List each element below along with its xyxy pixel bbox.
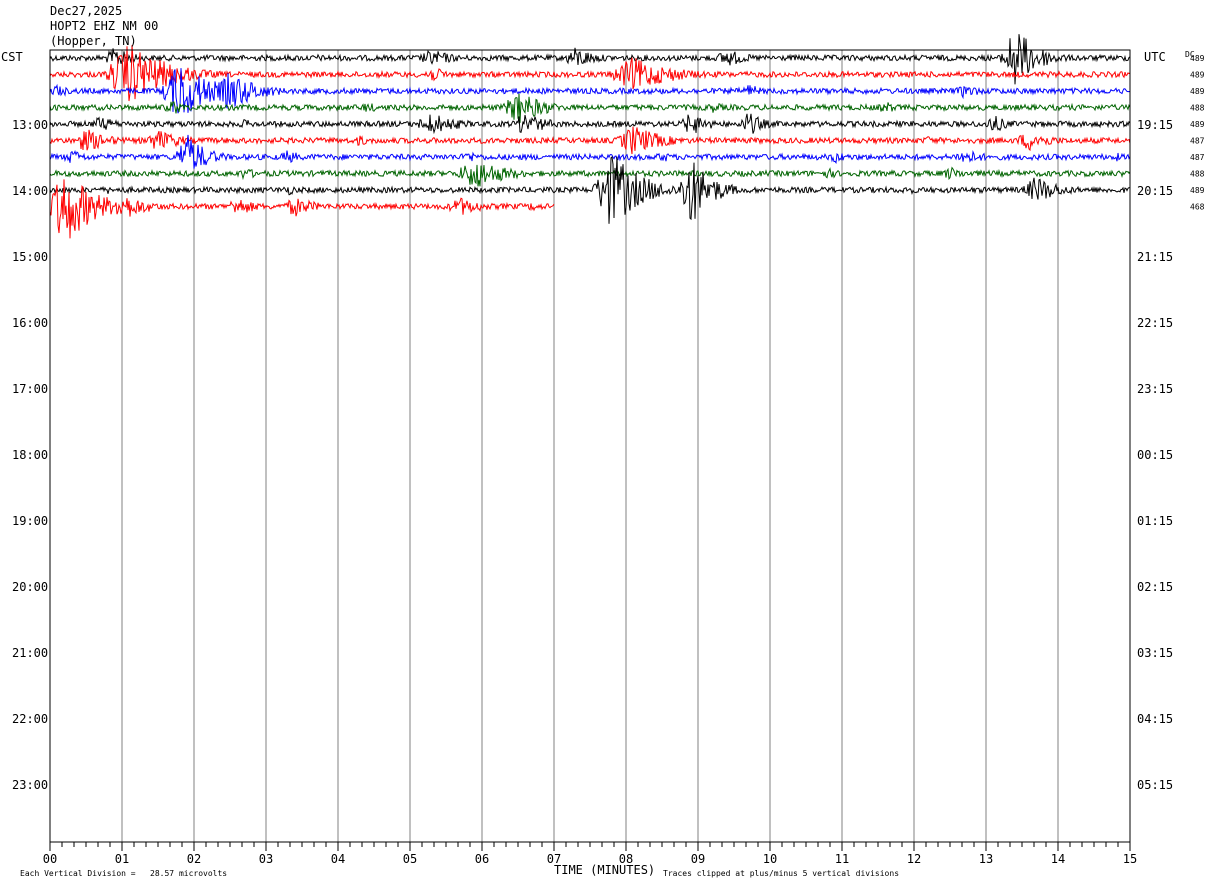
x-tick-label: 07 (547, 852, 561, 866)
header-location: (Hopper, TN) (50, 34, 137, 48)
trace-layer (49, 34, 1131, 239)
seismic-trace-red (49, 179, 555, 239)
dc-offset-value: 487 (1190, 153, 1205, 162)
x-tick-label: 03 (259, 852, 273, 866)
x-tick-label: 08 (619, 852, 633, 866)
dc-offset-value: 489 (1190, 186, 1205, 195)
header-date: Dec27,2025 (50, 4, 122, 18)
x-tick-label: 05 (403, 852, 417, 866)
dc-offset-value: 487 (1190, 137, 1205, 146)
dc-offset-value: 489 (1190, 120, 1205, 129)
right-hour-label: 01:15 (1137, 514, 1173, 528)
right-hour-label: 19:15 (1137, 118, 1173, 132)
left-hour-label: 15:00 (12, 250, 48, 264)
seismic-trace-blue (49, 68, 1131, 114)
x-tick-label: 11 (835, 852, 849, 866)
left-hour-label: 22:00 (12, 712, 48, 726)
x-axis-title: TIME (MINUTES) (554, 863, 655, 877)
clip-note: Traces clipped at plus/minus 5 vertical … (663, 869, 899, 878)
right-timezone-label: UTC (1144, 50, 1166, 64)
right-hour-label: 05:15 (1137, 778, 1173, 792)
x-tick-label: 13 (979, 852, 993, 866)
right-hour-label: 21:15 (1137, 250, 1173, 264)
x-tick-label: 04 (331, 852, 345, 866)
seismic-trace-red (49, 45, 1131, 102)
dc-offset-value: 488 (1190, 170, 1205, 179)
x-tick-label: 01 (115, 852, 129, 866)
seismic-trace-green (49, 93, 1131, 123)
dc-label: DC (1185, 50, 1195, 59)
x-tick-label: 10 (763, 852, 777, 866)
axis-layer (49, 49, 1131, 851)
left-hour-label: 20:00 (12, 580, 48, 594)
left-hour-label: 21:00 (12, 646, 48, 660)
left-hour-label: 16:00 (12, 316, 48, 330)
dc-offset-value: 489 (1190, 87, 1205, 96)
right-hour-label: 04:15 (1137, 712, 1173, 726)
x-tick-label: 09 (691, 852, 705, 866)
left-hour-label: 14:00 (12, 184, 48, 198)
right-hour-label: 23:15 (1137, 382, 1173, 396)
minute-grid (121, 50, 1059, 842)
left-hour-label: 18:00 (12, 448, 48, 462)
x-tick-label: 15 (1123, 852, 1137, 866)
seismic-trace-green (49, 164, 1131, 187)
right-hour-label: 20:15 (1137, 184, 1173, 198)
left-hour-label: 17:00 (12, 382, 48, 396)
dc-offset-value: 489 (1190, 54, 1205, 63)
right-hour-label: 22:15 (1137, 316, 1173, 330)
left-hour-label: 23:00 (12, 778, 48, 792)
seismic-trace-red (49, 126, 1131, 155)
dc-offset-labels: 489 489 489 488 489 487 487 488 489 468 (1190, 54, 1205, 212)
dc-offset-value: 468 (1190, 203, 1205, 212)
seismic-trace-black (49, 113, 1131, 135)
x-tick-label: 14 (1051, 852, 1065, 866)
right-hour-label: 00:15 (1137, 448, 1173, 462)
right-hour-label: 02:15 (1137, 580, 1173, 594)
x-tick-labels: 00 01 02 03 04 05 06 07 08 09 10 11 12 13 14 15 (43, 852, 1137, 866)
dc-offset-value: 489 (1190, 71, 1205, 80)
x-tick-label: 00 (43, 852, 57, 866)
dc-offset-value: 488 (1190, 104, 1205, 113)
right-hour-labels: 19:15 20:15 21:15 22:15 23:15 00:15 01:15 02:15… (1137, 118, 1173, 792)
header-station: HOPT2 EHZ NM 00 (50, 19, 158, 33)
left-hour-labels: 13:00 14:00 15:00 16:00 17:00 18:00 19:00 20:00… (12, 118, 48, 792)
scale-note: Each Vertical Division = 28.57 microvolt… (20, 869, 227, 878)
x-tick-label: 06 (475, 852, 489, 866)
seismic-trace-black (49, 34, 1131, 85)
seismic-trace-black (49, 155, 1131, 224)
seismic-trace-blue (49, 134, 1131, 169)
left-timezone-label: CST (1, 50, 23, 64)
x-tick-label: 12 (907, 852, 921, 866)
right-hour-label: 03:15 (1137, 646, 1173, 660)
left-hour-label: 13:00 (12, 118, 48, 132)
left-hour-label: 19:00 (12, 514, 48, 528)
x-tick-label: 02 (187, 852, 201, 866)
